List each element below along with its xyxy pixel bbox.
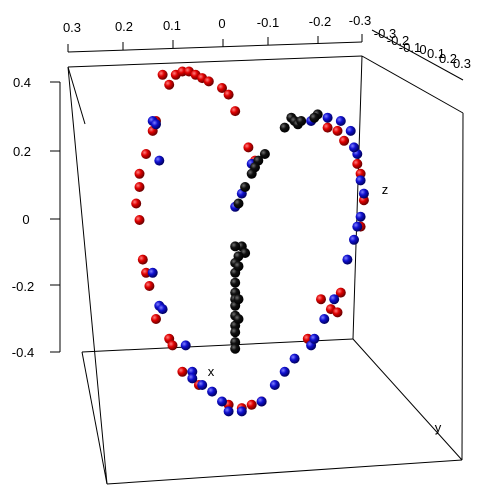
- blue-point: [349, 234, 359, 245]
- blue-point: [207, 386, 218, 397]
- x-tick-label: 0.1: [163, 18, 181, 33]
- blue-point: [180, 340, 191, 351]
- blue-point: [256, 396, 267, 407]
- x-axis-tick-marks: [67, 34, 363, 53]
- red-point: [332, 125, 343, 136]
- black-point: [230, 343, 241, 354]
- black-point: [233, 314, 244, 324]
- red-point: [243, 142, 254, 153]
- black-point: [233, 294, 244, 305]
- red-point: [131, 198, 142, 209]
- blue-point: [147, 267, 158, 278]
- x-axis: 0.3 0.2 0.1 0 -0.1 -0.2 -0.3: [63, 13, 371, 53]
- blue-point: [355, 175, 366, 186]
- blue-point: [329, 294, 340, 305]
- black-point: [240, 182, 251, 192]
- blue-point: [289, 353, 300, 364]
- blue-point: [197, 380, 208, 390]
- blue-point: [322, 112, 333, 123]
- x-tick-label: 0: [218, 16, 225, 31]
- red-point: [167, 340, 178, 351]
- x-tick-label: -0.2: [309, 14, 331, 29]
- blue-point: [319, 314, 330, 324]
- bounding-box: [67, 55, 464, 485]
- z-axis: 0.4 0.2 0 -0.2 -0.4: [12, 75, 61, 360]
- y-tick-label: -0.3: [374, 26, 396, 41]
- black-point: [246, 168, 257, 179]
- blue-point: [154, 155, 165, 166]
- blue-point: [236, 406, 247, 417]
- red-point: [217, 83, 227, 93]
- x-axis-label: x: [208, 364, 215, 379]
- red-point: [151, 314, 161, 324]
- red-point: [134, 182, 145, 192]
- blue-point: [309, 333, 320, 344]
- z-tick-label: -0.2: [12, 279, 34, 294]
- y-tick-label: -0.2: [387, 33, 409, 48]
- z-tick-label: -0.4: [12, 345, 34, 360]
- red-point: [203, 76, 214, 87]
- z-tick-label: 0: [22, 212, 29, 227]
- points-layer: [131, 66, 369, 417]
- z-axis-label: z: [382, 182, 389, 197]
- black-point: [296, 116, 307, 126]
- black-point: [259, 149, 270, 159]
- red-point: [335, 287, 346, 298]
- blue-point: [269, 380, 280, 390]
- black-point: [230, 327, 241, 338]
- x-tick-label: 0.3: [63, 20, 81, 35]
- red-point: [230, 106, 241, 117]
- x-tick-label: -0.1: [257, 15, 279, 30]
- z-tick-label: 0.4: [13, 75, 31, 90]
- blue-point: [355, 211, 366, 222]
- blue-point: [217, 396, 227, 407]
- y-axis: -0.3 -0.2 -0.1 0 0.1 0.2 0.3: [371, 26, 471, 81]
- red-point: [157, 69, 168, 80]
- red-point: [316, 294, 326, 305]
- red-point: [352, 158, 363, 169]
- red-point: [164, 79, 175, 90]
- y-axis-label: y: [435, 420, 442, 435]
- red-point: [134, 168, 145, 179]
- red-point: [332, 307, 343, 318]
- y-tick-label: 0: [419, 42, 426, 57]
- z-tick-label: 0.2: [13, 144, 31, 159]
- blue-point: [157, 304, 168, 315]
- red-point: [246, 399, 257, 410]
- blue-point: [345, 125, 356, 136]
- red-point: [177, 366, 188, 377]
- blue-point: [151, 119, 161, 130]
- red-point: [339, 135, 350, 146]
- red-point: [141, 149, 152, 159]
- y-tick-label: 0.2: [439, 51, 457, 66]
- red-point: [322, 122, 333, 133]
- y-tick-label: 0.3: [453, 56, 471, 71]
- black-point: [230, 277, 241, 288]
- y-tick-label: 0.1: [427, 46, 445, 61]
- blue-point: [352, 221, 363, 232]
- blue-point: [358, 188, 369, 199]
- red-point: [137, 254, 148, 265]
- x-tick-label: -0.3: [349, 13, 371, 28]
- black-point: [309, 112, 320, 123]
- x-tick-label: 0.2: [115, 19, 133, 34]
- red-point: [223, 89, 234, 100]
- blue-point: [342, 254, 353, 265]
- y-tick-label: -0.1: [399, 40, 421, 55]
- black-point: [230, 241, 241, 252]
- red-point: [134, 215, 145, 225]
- black-point: [233, 198, 244, 209]
- blue-point: [349, 142, 359, 153]
- black-point: [279, 122, 290, 133]
- blue-point: [279, 366, 290, 377]
- black-point: [233, 261, 244, 272]
- blue-point: [187, 373, 198, 384]
- blue-point: [223, 406, 234, 417]
- red-point: [144, 281, 155, 291]
- blue-point: [335, 116, 346, 126]
